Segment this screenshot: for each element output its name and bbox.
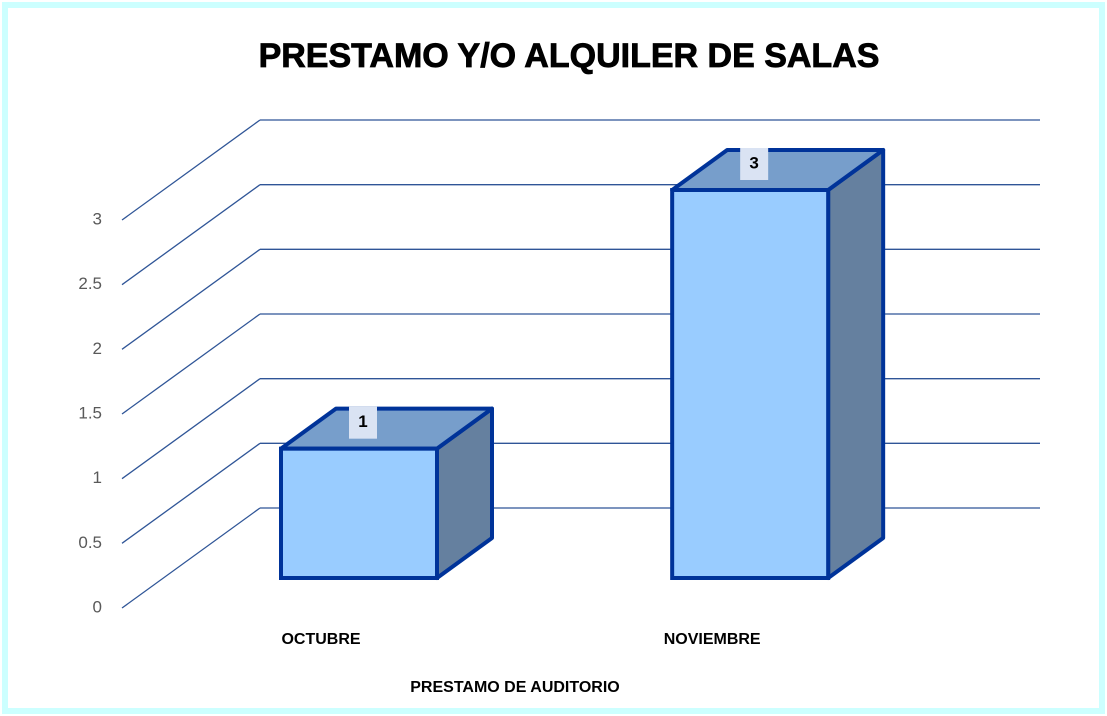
data-label: 1 xyxy=(358,412,367,431)
y-tick-label: 2.5 xyxy=(78,274,102,293)
grid-line xyxy=(121,119,261,221)
bar-side xyxy=(826,148,886,580)
y-tick-label: 1.5 xyxy=(78,403,102,422)
bar xyxy=(279,406,494,580)
data-label-box xyxy=(740,148,769,180)
x-tick-label: OCTUBRE xyxy=(281,631,360,648)
x-axis-title: PRESTAMO DE AUDITORIO xyxy=(410,679,620,696)
y-tick-label: 2 xyxy=(93,339,102,358)
y-tick-label: 3 xyxy=(93,209,102,228)
grid-line xyxy=(121,184,261,286)
y-tick-label: 0.5 xyxy=(78,533,102,552)
grid-line xyxy=(121,248,261,350)
grid-line xyxy=(121,313,261,415)
y-tick-label: 1 xyxy=(93,468,102,487)
chart-title: PRESTAMO Y/O ALQUILER DE SALAS xyxy=(259,37,880,75)
bar-front xyxy=(279,446,439,580)
y-tick-label: 0 xyxy=(93,597,102,616)
x-tick-label: NOVIEMBRE xyxy=(664,631,761,648)
data-label: 3 xyxy=(749,153,758,172)
bar-front xyxy=(670,188,831,580)
grid-line xyxy=(121,378,261,480)
grid-line xyxy=(121,442,261,544)
data-label-box xyxy=(349,406,377,439)
bar xyxy=(670,148,886,580)
grid-line xyxy=(121,507,261,609)
